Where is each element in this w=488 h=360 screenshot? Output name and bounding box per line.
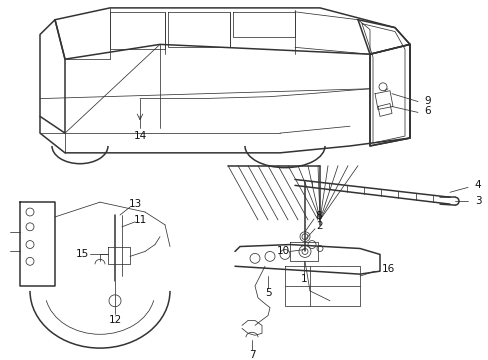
Text: 1: 1	[300, 274, 306, 284]
Text: 4: 4	[474, 180, 480, 190]
Text: 13: 13	[128, 199, 142, 209]
Text: 12: 12	[108, 315, 122, 325]
Text: 5: 5	[264, 288, 271, 298]
Text: 11: 11	[133, 215, 146, 225]
Text: 7: 7	[248, 350, 255, 360]
Text: 16: 16	[381, 264, 394, 274]
Text: 9: 9	[424, 96, 430, 105]
Text: 8: 8	[315, 211, 322, 221]
Text: 14: 14	[133, 131, 146, 141]
Text: 15: 15	[75, 249, 88, 260]
Text: 6: 6	[424, 107, 430, 116]
Text: 3: 3	[474, 196, 480, 206]
Text: 2: 2	[316, 221, 323, 231]
Text: 10: 10	[276, 247, 289, 256]
